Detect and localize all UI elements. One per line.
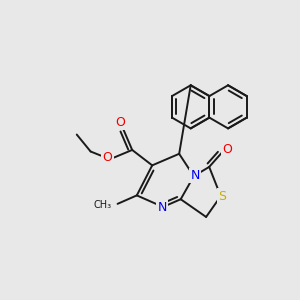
- Text: O: O: [103, 151, 112, 164]
- Text: O: O: [223, 143, 232, 156]
- Text: CH₃: CH₃: [93, 200, 111, 210]
- Text: N: N: [158, 201, 167, 214]
- Text: S: S: [218, 190, 226, 203]
- Text: O: O: [116, 116, 126, 129]
- Text: N: N: [190, 169, 200, 182]
